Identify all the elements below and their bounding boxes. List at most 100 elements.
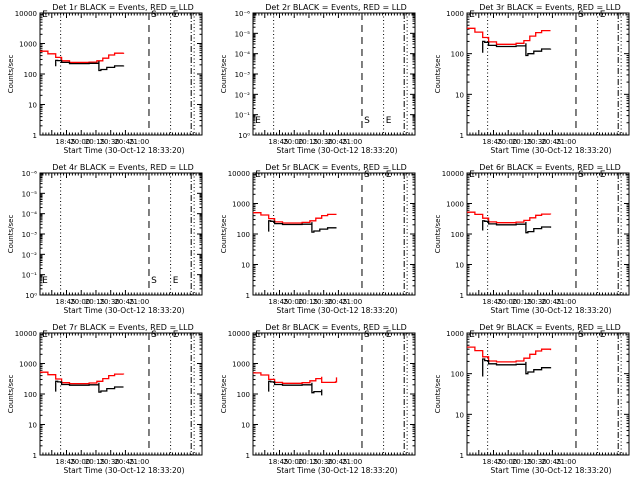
panel-title: Det 2r BLACK = Events, RED = LLD xyxy=(265,3,407,12)
x-tick-label: 18:45 xyxy=(482,138,502,146)
x-tick-label: 20:45 xyxy=(327,458,347,466)
y-tick-label: 10⁰ xyxy=(25,292,37,300)
x-tick-label: 18:45 xyxy=(268,138,288,146)
x-axis-label: Start Time (30-Oct-12 18:33:20) xyxy=(490,466,611,475)
x-tick-label: 20:15 xyxy=(298,458,318,466)
corner-label-E: E xyxy=(469,170,475,180)
marker-label-E: E xyxy=(173,10,179,20)
x-tick-label: 20:00 xyxy=(497,458,517,466)
series-events-line xyxy=(482,358,552,377)
y-tick-label: 100 xyxy=(451,51,464,59)
x-tick-label: 21:00 xyxy=(556,458,576,466)
y-tick-label: 10000 xyxy=(228,170,250,178)
y-tick-label: 10 xyxy=(28,422,37,430)
marker-label-S: S xyxy=(151,10,157,20)
corner-label-E: E xyxy=(255,330,261,340)
y-tick-label: 10⁻² xyxy=(22,251,38,259)
y-tick-label: 10 xyxy=(455,411,464,419)
marker-label-S: S xyxy=(151,330,157,340)
marker-label-S: S xyxy=(578,10,584,20)
panel-title: Det 3r BLACK = Events, RED = LLD xyxy=(479,3,621,12)
y-tick-label: 100 xyxy=(451,371,464,379)
y-tick-label: 10 xyxy=(455,262,464,270)
y-axis-label: Counts/sec xyxy=(434,55,442,94)
corner-label-E: E xyxy=(469,10,475,20)
x-tick-label: 20:30 xyxy=(100,458,120,466)
x-tick-label: 20:00 xyxy=(497,138,517,146)
y-tick-label: 1 xyxy=(33,132,37,140)
x-tick-label: 20:15 xyxy=(298,138,318,146)
series-events-line xyxy=(482,220,552,234)
marker-label-S: S xyxy=(151,276,157,286)
x-tick-label: 20:00 xyxy=(283,138,303,146)
y-tick-label: 10⁻² xyxy=(235,91,251,99)
y-tick-label: 1000 xyxy=(19,41,37,49)
marker-label-E: E xyxy=(386,330,392,340)
series-lld-line xyxy=(40,50,125,64)
x-tick-label: 20:45 xyxy=(114,138,134,146)
x-tick-label: 21:00 xyxy=(556,138,576,146)
x-tick-label: 20:45 xyxy=(541,458,561,466)
y-axis-label: Counts/sec xyxy=(434,375,442,414)
x-axis-label: Start Time (30-Oct-12 18:33:20) xyxy=(63,466,184,475)
x-tick-label: 18:45 xyxy=(268,298,288,306)
y-tick-label: 1000 xyxy=(19,361,37,369)
x-axis-label: Start Time (30-Oct-12 18:33:20) xyxy=(490,306,611,315)
panel-det-1: Det 1r BLACK = Events, RED = LLD 1 10 100 10… xyxy=(7,3,203,155)
x-tick-label: 20:45 xyxy=(327,298,347,306)
series-events-line xyxy=(55,380,124,393)
x-tick-label: 20:30 xyxy=(313,138,333,146)
marker-label-S: S xyxy=(578,170,584,180)
x-tick-label: 20:45 xyxy=(114,298,134,306)
x-axis-label: Start Time (30-Oct-12 18:33:20) xyxy=(490,146,611,155)
x-tick-label: 20:00 xyxy=(497,298,517,306)
y-axis-label: Counts/sec xyxy=(7,215,15,254)
x-tick-label: 21:00 xyxy=(342,458,362,466)
x-tick-label: 20:30 xyxy=(100,298,120,306)
y-tick-label: 1 xyxy=(460,452,464,460)
y-tick-label: 10 xyxy=(241,422,250,430)
x-tick-label: 20:00 xyxy=(283,298,303,306)
x-tick-label: 21:00 xyxy=(129,298,149,306)
y-tick-label: 100 xyxy=(24,71,37,79)
plot-frame xyxy=(466,12,630,136)
x-tick-label: 18:45 xyxy=(55,138,75,146)
series-lld-line xyxy=(253,212,337,224)
panel-det-3: Det 3r BLACK = Events, RED = LLD 1 10 100 10… xyxy=(434,3,630,155)
x-tick-label: 18:45 xyxy=(55,458,75,466)
x-axis-label: Start Time (30-Oct-12 18:33:20) xyxy=(276,306,397,315)
plot-frame xyxy=(252,332,416,456)
y-tick-label: 10⁻⁶ xyxy=(22,170,38,178)
y-tick-label: 10000 xyxy=(15,330,37,338)
x-axis-label: Start Time (30-Oct-12 18:33:20) xyxy=(276,146,397,155)
x-tick-label: 20:45 xyxy=(114,458,134,466)
x-tick-label: 20:00 xyxy=(70,138,90,146)
y-tick-label: 10 xyxy=(28,102,37,110)
y-tick-label: 100 xyxy=(237,391,250,399)
x-tick-label: 21:00 xyxy=(342,138,362,146)
x-tick-label: 20:45 xyxy=(541,298,561,306)
y-tick-label: 1 xyxy=(246,292,250,300)
x-tick-label: 20:15 xyxy=(298,298,318,306)
series-events-line xyxy=(268,380,323,396)
series-lld-line xyxy=(467,211,552,224)
x-axis-label: Start Time (30-Oct-12 18:33:20) xyxy=(63,306,184,315)
y-tick-label: 10⁻⁴ xyxy=(22,211,38,219)
x-tick-label: 20:15 xyxy=(85,138,105,146)
corner-label-E: E xyxy=(469,330,475,340)
y-tick-label: 10 xyxy=(241,262,250,270)
panel-det-6: Det 6r BLACK = Events, RED = LLD 1 10 100 10… xyxy=(434,163,630,315)
plot-frame xyxy=(39,12,203,136)
panel-title: Det 9r BLACK = Events, RED = LLD xyxy=(479,323,621,332)
corner-label-E: E xyxy=(255,170,261,180)
y-tick-label: 10⁻⁵ xyxy=(22,190,38,198)
x-tick-label: 18:45 xyxy=(268,458,288,466)
y-tick-label: 1 xyxy=(460,132,464,140)
y-tick-label: 1000 xyxy=(446,330,464,338)
y-tick-label: 100 xyxy=(451,231,464,239)
panel-det-9: Det 9r BLACK = Events, RED = LLD 1 10 100 10… xyxy=(434,323,630,475)
marker-label-E: E xyxy=(173,330,179,340)
y-tick-label: 100 xyxy=(24,391,37,399)
plot-frame xyxy=(39,332,203,456)
